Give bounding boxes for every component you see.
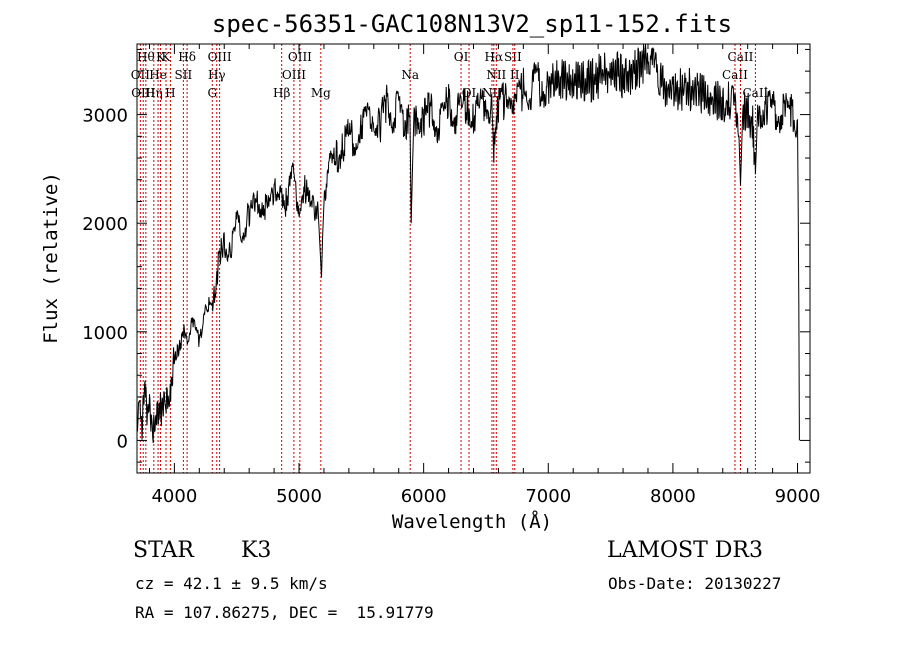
line-marker-label: SII — [504, 50, 522, 64]
line-marker-label: Mg — [311, 86, 331, 100]
line-marker-label: OIII — [282, 68, 306, 82]
line-marker-label: H — [165, 86, 175, 100]
line-marker-label: NII — [486, 68, 506, 82]
line-marker-label: CaII — [728, 50, 754, 64]
line-marker-label: CaII — [722, 68, 748, 82]
line-marker-label: OIII — [208, 50, 232, 64]
line-marker-label: OII — [131, 68, 151, 82]
line-marker-label: II — [510, 68, 520, 82]
x-tick-label: 8000 — [650, 486, 696, 507]
line-marker-label: Hδ — [178, 50, 196, 64]
line-marker-label: OIII — [288, 50, 312, 64]
x-tick-label: 7000 — [525, 486, 571, 507]
flux-series-line — [136, 43, 800, 444]
x-tick-label: 6000 — [401, 486, 447, 507]
y-axis-label: Flux (relative) — [40, 172, 62, 344]
y-tick-label: 0 — [117, 431, 128, 452]
y-tick-label: 3000 — [82, 106, 128, 127]
line-marker-label: CaII — [742, 86, 768, 100]
observation-date: Obs-Date: 20130227 — [608, 574, 782, 593]
object-class: STAR — [133, 538, 194, 563]
line-marker-label: K — [162, 50, 172, 64]
line-marker-label: He — [149, 68, 167, 82]
line-marker-label: G — [207, 86, 217, 100]
y-tick-label: 2000 — [82, 214, 128, 235]
line-marker-label: SII — [175, 68, 193, 82]
redshift-velocity: cz = 42.1 ± 9.5 km/s — [135, 574, 328, 593]
chart-title: spec-56351-GAC108N13V2_sp11-152.fits — [212, 10, 732, 38]
line-marker-label: Hγ — [208, 68, 226, 82]
line-marker-label: Hα — [485, 50, 504, 64]
subclass: K3 — [241, 538, 272, 563]
survey-name: LAMOST DR3 — [607, 538, 763, 563]
line-marker-label: Hβ — [273, 86, 290, 100]
line-marker-label: Hη — [145, 86, 163, 100]
x-tick-label: 4000 — [151, 486, 197, 507]
y-tick-label: 1000 — [82, 323, 128, 344]
x-tick-label: 5000 — [276, 486, 322, 507]
x-tick-label: 9000 — [775, 486, 821, 507]
line-marker-label: Hθ — [137, 50, 155, 64]
x-axis-label: Wavelength (Å) — [392, 510, 552, 533]
line-marker-label: K — [156, 50, 166, 64]
coordinates: RA = 107.86275, DEC = 15.91779 — [135, 603, 434, 622]
line-marker-label: OI — [454, 50, 469, 64]
axis-ticks: 4000 5000 6000 7000 8000 9000 0 1000 2000 3000 — [82, 44, 820, 507]
line-marker-label: Na — [401, 68, 419, 82]
